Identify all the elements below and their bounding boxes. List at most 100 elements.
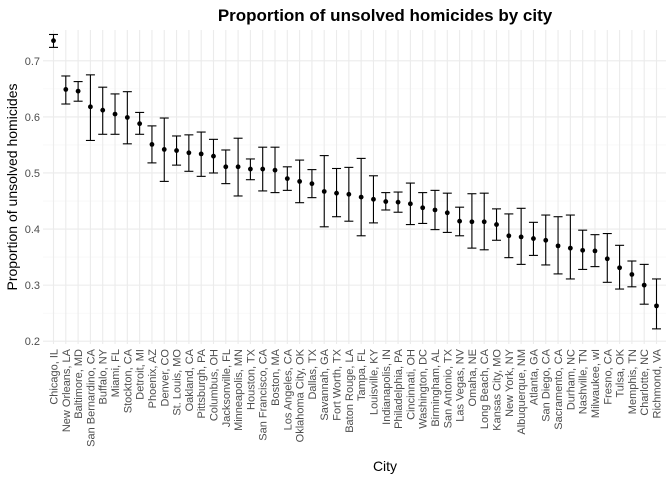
x-tick-label: Durham, NC	[565, 349, 577, 410]
data-point	[88, 104, 93, 110]
data-point	[260, 166, 266, 172]
data-point	[543, 237, 549, 243]
data-point	[346, 191, 352, 197]
data-point	[567, 245, 573, 251]
data-point	[371, 196, 376, 202]
data-point	[309, 181, 315, 187]
x-tick-label: Dallas, TX	[307, 348, 319, 399]
data-point	[518, 234, 524, 240]
data-point	[383, 199, 389, 204]
x-tick-label: Jacksonville, FL	[221, 349, 233, 427]
x-tick-label: Birmingham, AL	[430, 349, 442, 427]
x-axis-title: City	[373, 458, 397, 474]
data-point	[641, 282, 647, 288]
data-point	[272, 167, 278, 173]
x-tick-label: Omaha, NE	[467, 349, 479, 406]
data-point	[555, 243, 561, 249]
x-tick-label: Tampa, FL	[356, 349, 368, 401]
x-tick-label: Cincinnati, OH	[405, 349, 417, 420]
x-tick-label: Savannah, GA	[319, 348, 331, 420]
data-point	[284, 176, 290, 181]
x-tick-label: New Orleans, LA	[61, 348, 73, 432]
data-point	[506, 233, 512, 239]
x-tick-label: Fort Worth, TX	[332, 348, 344, 420]
data-point	[481, 219, 487, 225]
x-tick-label: Fresno, CA	[602, 348, 614, 404]
data-point	[604, 256, 610, 262]
x-tick-label: Buffalo, NY	[98, 348, 110, 404]
x-tick-label: New York, NY	[504, 348, 516, 417]
data-point	[469, 219, 475, 225]
data-point	[112, 111, 118, 117]
data-point	[531, 236, 536, 241]
data-point	[297, 178, 303, 184]
x-tick-label: Sacramento, CA	[553, 348, 565, 429]
x-tick-label: Baton Rouge, LA	[344, 348, 356, 432]
x-tick-label: Chicago, IL	[49, 349, 61, 405]
x-tick-label: Memphis, TN	[627, 349, 639, 414]
data-point	[211, 153, 216, 159]
x-tick-label: Oakland, CA	[184, 348, 196, 411]
x-tick-label: Atlanta, GA	[528, 348, 540, 405]
x-tick-label: Louisville, KY	[368, 348, 380, 415]
data-point	[321, 189, 327, 194]
x-tick-label: Albuquerque, NM	[516, 349, 528, 435]
data-point	[161, 147, 167, 152]
data-point	[395, 199, 401, 205]
y-tick-label: 0.6	[25, 112, 40, 124]
data-point	[444, 210, 450, 216]
data-point	[124, 115, 130, 120]
x-tick-label: Detroit, MI	[135, 349, 147, 400]
data-point	[137, 121, 143, 127]
x-tick-label: San Antonio, TX	[442, 348, 454, 428]
x-tick-label: Miami, FL	[110, 349, 122, 397]
x-tick-label: Houston, TX	[245, 348, 257, 410]
y-axis-ticks: 0.2 0.3 0.4 0.5 0.6 0.7	[25, 56, 40, 348]
y-tick-label: 0.5	[25, 168, 40, 180]
x-tick-label: Minneapolis, MN	[233, 349, 245, 431]
data-point	[51, 38, 56, 44]
x-tick-label: Philadelphia, PA	[393, 348, 405, 429]
chart-title: Proportion of unsolved homicides by city	[218, 6, 553, 25]
x-tick-label: San Diego, CA	[541, 348, 553, 421]
data-point	[457, 218, 463, 224]
data-point	[407, 201, 413, 207]
x-axis-ticks: Chicago, IL New Orleans, LA Baltimore, MD S…	[49, 348, 664, 447]
data-point	[494, 222, 499, 227]
data-point	[149, 141, 155, 147]
data-point	[235, 164, 241, 170]
y-tick-label: 0.4	[25, 224, 40, 236]
data-point	[432, 207, 438, 213]
x-tick-label: Milwaukee, wI	[590, 349, 602, 418]
data-point	[420, 205, 426, 211]
data-point	[617, 265, 622, 271]
y-axis-title: Proportion of unsolved homicides	[4, 83, 20, 290]
data-point	[580, 247, 586, 253]
x-tick-label: Pittsburgh, PA	[196, 348, 208, 418]
data-point	[100, 107, 106, 113]
x-tick-label: San Francisco, CA	[258, 348, 270, 440]
x-tick-label: Long Beach, CA	[479, 348, 491, 429]
data-point	[247, 166, 253, 172]
x-tick-label: Stockton, CA	[122, 348, 134, 413]
x-tick-label: Charlotte, NC	[639, 349, 651, 416]
y-tick-label: 0.2	[25, 336, 40, 348]
x-tick-label: Phoenix, AZ	[147, 349, 159, 409]
x-tick-label: Richmond, VA	[652, 348, 664, 418]
x-tick-label: Boston, MA	[270, 348, 282, 406]
x-tick-label: Baltimore, MD	[73, 349, 85, 419]
x-tick-label: Las Vegas, NV	[455, 348, 467, 421]
x-tick-label: Oklahoma City, OK	[295, 348, 307, 442]
x-tick-label: Kansas City, MO	[492, 349, 504, 431]
data-point	[654, 303, 659, 309]
data-point	[592, 248, 598, 254]
y-tick-label: 0.3	[25, 280, 40, 292]
data-point	[63, 87, 69, 92]
x-tick-label: Denver, CO	[159, 349, 171, 407]
y-tick-label: 0.7	[25, 56, 40, 68]
data-point	[174, 148, 179, 153]
data-point	[186, 150, 192, 156]
x-tick-label: Washington, DC	[418, 349, 430, 429]
x-tick-label: Indianapolis, IN	[381, 349, 393, 425]
